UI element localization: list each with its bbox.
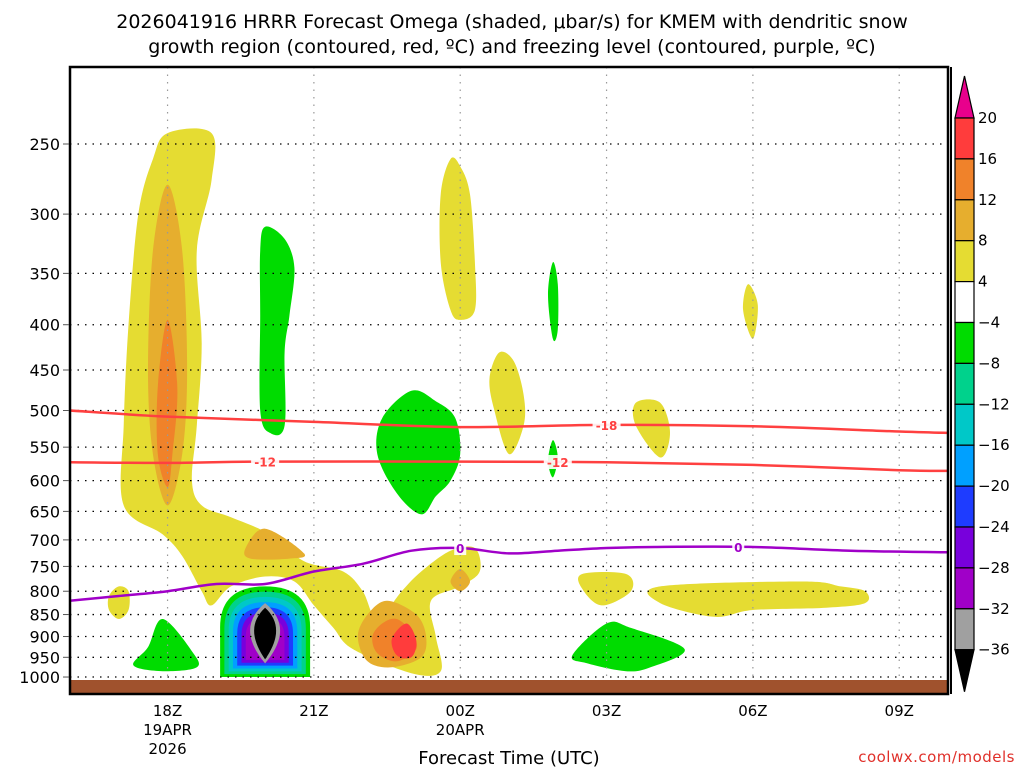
colorbar-swatch--16_-12 [954,403,975,446]
colorbar-label-12: 12 [978,191,997,209]
x-tick-year-2026: 2026 [148,740,186,758]
colorbar-label--24: −24 [978,518,1010,536]
y-axis: 250 300 350 400 450 500 550 600 650 700 750 800 850 9… [19,135,69,687]
colorbar-label--28: −28 [978,559,1010,577]
x-tick-label-09Z: 09Z [885,702,914,720]
y-tick-label-550: 550 [29,438,60,457]
colorbar-swatch--28_-24 [954,526,975,569]
y-tick-label-300: 300 [29,205,60,224]
omega-region-8_12-5 [450,569,470,592]
chart-title-line2: growth region (contoured, red, ºC) and f… [148,36,875,58]
colorbar-label--8: −8 [978,354,1000,372]
contour-dgz-minus-12 [71,460,947,473]
x-tick-date-20APR: 20APR [436,721,485,739]
colorbar-swatch-16_20 [954,117,975,160]
colorbar-label--20: −20 [978,477,1010,495]
contour-label-freezing-level: 0 [456,542,464,556]
y-tick-label-850: 850 [29,606,60,625]
omega-region-16_20-8 [391,623,417,659]
y-tick-label-350: 350 [29,264,60,283]
omega-region-4_8-10 [489,351,526,455]
colorbar-swatch--36_-32 [954,608,975,651]
colorbar-swatch-8_12 [954,199,975,242]
omega-region--8_-4-16 [376,390,461,515]
chart-title-line1: 2026041916 HRRR Forecast Omega (shaded, … [116,11,908,33]
colorbar-label--12: −12 [978,395,1010,413]
omega-region-8_12-3 [244,528,306,560]
contour-label-freezing-level-label2: 0 [734,541,742,555]
x-tick-label-06Z: 06Z [738,702,767,720]
colorbar-label--16: −16 [978,436,1010,454]
y-tick-label-950: 950 [29,648,60,667]
y-tick-label-400: 400 [29,316,60,335]
omega-region-4_8-13 [742,284,758,339]
temperature-contours: -18 -12 -12 0 0 [71,409,947,602]
colorbar-swatch-12_16 [954,158,975,201]
colorbar-swatch--12_-8 [954,362,975,405]
contour-label-bg [543,455,572,470]
ground-bar [71,680,948,694]
contour-label-dgz-minus-12-label2: -12 [547,456,569,470]
y-tick-label-750: 750 [29,557,60,576]
y-tick-label-1000: 1000 [19,668,60,687]
y-tick-label-900: 900 [29,628,60,647]
colorbar: 20 16 12 8 4 −4 −8 −12 −16 −20 −24 −28 −32 −36 [950,67,1010,694]
contour-label-bg [592,417,621,432]
colorbar-arrow-below-36 [954,649,975,692]
y-tick-label-500: 500 [29,402,60,421]
omega-region-12_16-6 [156,319,178,487]
credit-text: coolwx.com/models [858,748,1015,766]
contour-dgz-minus-18 [71,409,947,435]
omega-region-4_8-12 [578,572,634,606]
downdraft-core-below_-36 [254,607,277,660]
y-tick-label-800: 800 [29,582,60,601]
omega-region-4_8-11 [632,399,670,458]
colorbar-swatch--20_-16 [954,444,975,487]
colorbar-swatch--8_-4 [954,321,975,365]
plot-frame [68,65,950,696]
x-axis-label: Forecast Time (UTC) [418,748,599,768]
colorbar-swatch--32_-28 [954,567,975,610]
contour-label-bg [251,454,280,469]
colorbar-swatch--24_-20 [954,485,975,528]
omega-region-4_8-9 [439,157,477,320]
colorbar-label--4: −4 [978,314,1000,332]
y-tick-label-700: 700 [29,531,60,550]
x-tick-label-03Z: 03Z [592,702,621,720]
colorbar-swatch-4_8 [954,240,975,283]
y-tick-label-450: 450 [29,361,60,380]
omega-region--8_-4-15 [259,226,295,436]
colorbar-label-20: 20 [978,109,997,127]
x-tick-label-00Z: 00Z [446,702,475,720]
colorbar-label--32: −32 [978,600,1010,618]
contour-label-bg [454,541,467,556]
y-tick-label-650: 650 [29,502,60,521]
colorbar-arrow-above-20 [954,75,975,119]
colorbar-label--36: −36 [978,641,1010,659]
x-tick-label-21Z: 21Z [299,702,328,720]
contour-label-bg [732,539,745,554]
colorbar-swatch--4_4 [954,281,975,324]
contour-label-dgz-minus-12: -12 [254,456,276,470]
colorbar-label-16: 16 [978,150,997,168]
omega-region-4_8-0 [120,128,481,676]
x-tick-label-18Z: 18Z [153,702,182,720]
omega-region--8_-4-20 [571,621,685,672]
contour-label-dgz-minus-18: -18 [596,419,618,433]
omega-region-4_8-1 [107,586,130,619]
omega-region-4_8-14 [647,581,870,617]
colorbar-label-8: 8 [978,232,988,250]
plot-area [107,128,870,678]
colorbar-label-4: 4 [978,273,988,291]
omega-region--8_-4-17 [548,262,559,342]
y-tick-label-600: 600 [29,472,60,491]
y-tick-label-250: 250 [29,135,60,154]
x-tick-date-19APR: 19APR [143,721,192,739]
omega-region--8_-4-19 [133,618,199,672]
